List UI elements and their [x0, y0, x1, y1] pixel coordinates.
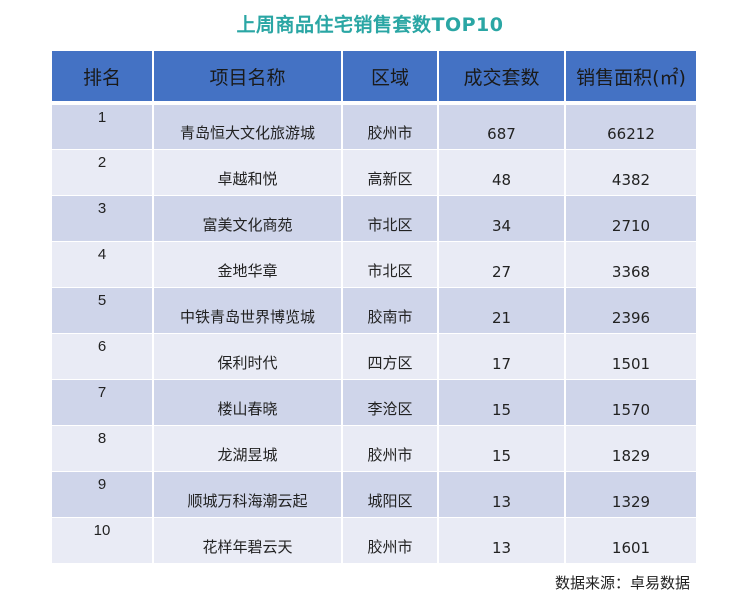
rank-cell: 1 [52, 103, 154, 149]
region-cell: 高新区 [341, 149, 439, 195]
project-name-cell: 龙湖昱城 [152, 425, 343, 471]
table-row: 8 龙湖昱城 胶州市 15 1829 [52, 425, 696, 471]
table-row: 7 楼山春晓 李沧区 15 1570 [52, 379, 696, 425]
project-name-cell: 富美文化商苑 [152, 195, 343, 241]
header-sales-area: 销售面积(㎡) [564, 51, 696, 105]
sales-area-cell: 1601 [564, 517, 696, 563]
units-sold-cell: 15 [437, 379, 566, 425]
data-source-note: 数据来源：卓易数据 [554, 574, 690, 592]
table-row: 10 花样年碧云天 胶州市 13 1601 [52, 517, 696, 563]
region-cell: 城阳区 [341, 471, 439, 517]
sales-area-cell: 1501 [564, 333, 696, 379]
header-units-sold: 成交套数 [437, 51, 566, 105]
sales-area-cell: 2710 [564, 195, 696, 241]
rank-cell: 10 [52, 517, 154, 563]
region-cell: 胶州市 [341, 425, 439, 471]
chart-title: 上周商品住宅销售套数TOP10 [236, 14, 504, 36]
sales-area-cell: 2396 [564, 287, 696, 333]
units-sold-cell: 48 [437, 149, 566, 195]
header-region: 区域 [341, 51, 439, 105]
region-cell: 市北区 [341, 195, 439, 241]
units-sold-cell: 687 [437, 103, 566, 149]
table-header-row: 排名 项目名称 区域 成交套数 销售面积(㎡) [52, 51, 696, 105]
project-name-cell: 卓越和悦 [152, 149, 343, 195]
rank-cell: 6 [52, 333, 154, 379]
units-sold-cell: 13 [437, 471, 566, 517]
rank-cell: 9 [52, 471, 154, 517]
project-name-cell: 花样年碧云天 [152, 517, 343, 563]
units-sold-cell: 27 [437, 241, 566, 287]
rank-cell: 5 [52, 287, 154, 333]
units-sold-cell: 13 [437, 517, 566, 563]
units-sold-cell: 21 [437, 287, 566, 333]
units-sold-cell: 15 [437, 425, 566, 471]
project-name-cell: 中铁青岛世界博览城 [152, 287, 343, 333]
region-cell: 胶州市 [341, 517, 439, 563]
sales-area-cell: 1829 [564, 425, 696, 471]
sales-area-cell: 1329 [564, 471, 696, 517]
rank-cell: 4 [52, 241, 154, 287]
rank-cell: 8 [52, 425, 154, 471]
table-row: 6 保利时代 四方区 17 1501 [52, 333, 696, 379]
rank-cell: 3 [52, 195, 154, 241]
region-cell: 胶州市 [341, 103, 439, 149]
project-name-cell: 金地华章 [152, 241, 343, 287]
rank-cell: 2 [52, 149, 154, 195]
region-cell: 市北区 [341, 241, 439, 287]
region-cell: 四方区 [341, 333, 439, 379]
project-name-cell: 顺城万科海潮云起 [152, 471, 343, 517]
table-row: 4 金地华章 市北区 27 3368 [52, 241, 696, 287]
units-sold-cell: 17 [437, 333, 566, 379]
sales-area-cell: 66212 [564, 103, 696, 149]
units-sold-cell: 34 [437, 195, 566, 241]
project-name-cell: 青岛恒大文化旅游城 [152, 103, 343, 149]
header-project-name: 项目名称 [152, 51, 343, 105]
sales-area-cell: 3368 [564, 241, 696, 287]
sales-ranking-table: 排名 项目名称 区域 成交套数 销售面积(㎡) 1 青岛恒大文化旅游城 胶州市 687… [52, 51, 696, 564]
region-cell: 胶南市 [341, 287, 439, 333]
table-row: 2 卓越和悦 高新区 48 4382 [52, 149, 696, 195]
table-row: 9 顺城万科海潮云起 城阳区 13 1329 [52, 471, 696, 517]
project-name-cell: 楼山春晓 [152, 379, 343, 425]
rank-cell: 7 [52, 379, 154, 425]
table-row: 5 中铁青岛世界博览城 胶南市 21 2396 [52, 287, 696, 333]
region-cell: 李沧区 [341, 379, 439, 425]
table-row: 3 富美文化商苑 市北区 34 2710 [52, 195, 696, 241]
sales-area-cell: 1570 [564, 379, 696, 425]
header-rank: 排名 [52, 51, 154, 105]
sales-area-cell: 4382 [564, 149, 696, 195]
project-name-cell: 保利时代 [152, 333, 343, 379]
table-row: 1 青岛恒大文化旅游城 胶州市 687 66212 [52, 103, 696, 149]
